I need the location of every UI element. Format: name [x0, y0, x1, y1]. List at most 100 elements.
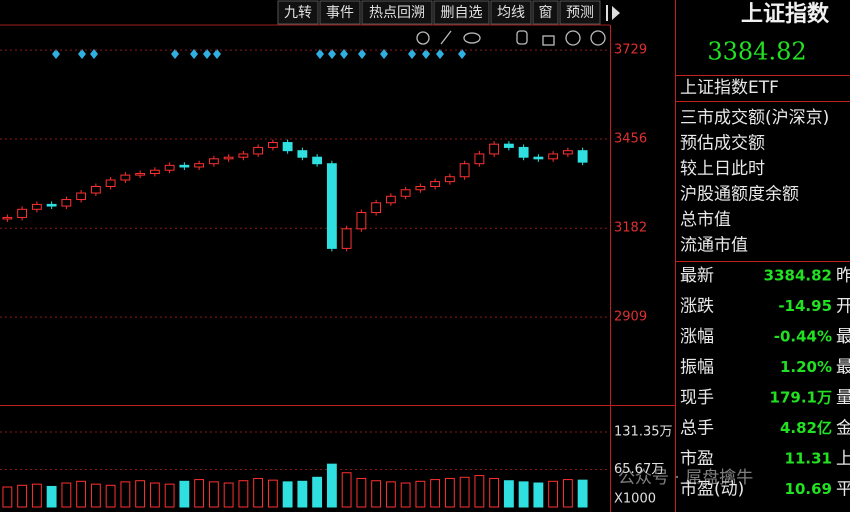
candle — [105, 179, 116, 188]
y-tick-label: 131.35万 — [614, 424, 673, 439]
gear-icon[interactable] — [416, 31, 430, 45]
quote-label: 现手 — [680, 388, 714, 408]
candle — [2, 216, 13, 220]
zoom-out-icon[interactable] — [590, 30, 606, 46]
event-markers — [52, 49, 466, 59]
toolbar-button[interactable] — [361, 0, 433, 25]
toolbar-button[interactable] — [319, 0, 361, 25]
volume-bar — [164, 483, 175, 508]
volume-bar — [46, 485, 57, 508]
toolbar-button[interactable] — [433, 0, 490, 25]
volume-bar — [61, 482, 72, 508]
volume-bar — [533, 482, 544, 508]
volume-unit: X1000 — [614, 492, 656, 507]
volume-bar — [76, 480, 87, 508]
expand-icon[interactable] — [606, 5, 620, 21]
toolbar-button-label: 均线 — [497, 5, 525, 21]
pencil-icon[interactable] — [440, 30, 452, 45]
zoom-in-icon[interactable] — [565, 30, 581, 46]
candle — [474, 153, 485, 165]
candle — [46, 203, 57, 207]
candle — [164, 164, 175, 171]
volume-bar — [385, 481, 396, 508]
toolbar-button-label: 预测 — [566, 5, 594, 21]
candle — [326, 163, 337, 249]
info-item[interactable]: 三市成交额(沪深京) — [680, 108, 829, 128]
candle — [208, 158, 219, 165]
volume-bar — [503, 480, 514, 508]
candle — [253, 146, 264, 155]
candle — [76, 192, 87, 201]
volume-bar — [253, 477, 264, 508]
volume-bar — [17, 484, 28, 508]
candle — [179, 164, 190, 168]
price-chart: 3729 3456 3182 2909 131.35万 65.67万 X1000 — [0, 43, 673, 508]
lock-icon[interactable] — [542, 35, 555, 46]
quote-label: 最新 — [680, 266, 714, 286]
toolbar-button[interactable] — [490, 0, 532, 25]
y-tick-label: 3182 — [614, 221, 647, 236]
volume-bar — [326, 463, 337, 508]
volume-bar — [474, 475, 485, 508]
candle — [400, 189, 411, 197]
quote-value: -0.44% — [774, 328, 832, 346]
volume-bar — [238, 480, 249, 508]
candle — [149, 169, 160, 174]
volume-bar — [31, 483, 42, 508]
y-tick-label: 3729 — [614, 43, 647, 58]
etf-label[interactable]: 上证指数ETF — [680, 78, 779, 98]
volume-bar — [518, 481, 529, 508]
quote-tail: 最 — [836, 327, 850, 347]
info-item[interactable]: 预估成交额 — [680, 134, 765, 154]
info-item[interactable]: 沪股通额度余额 — [680, 185, 799, 205]
candle — [459, 163, 470, 178]
candle — [194, 163, 205, 168]
candle — [356, 212, 367, 230]
volume-bar — [430, 479, 441, 508]
volume-bar — [135, 480, 146, 508]
volume-bar — [208, 481, 219, 508]
panel-title: 上证指数 — [741, 1, 830, 27]
quote-label: 涨跌 — [680, 297, 714, 317]
info-item[interactable]: 较上日此时 — [680, 159, 765, 179]
volume-bar — [459, 476, 470, 508]
volume-bar — [341, 472, 352, 508]
toolbar-button[interactable] — [532, 0, 559, 25]
toolbar-button[interactable] — [559, 0, 601, 25]
eye-icon[interactable] — [463, 32, 481, 44]
quote-label: 涨幅 — [680, 327, 714, 347]
quote-value: 4.82亿 — [780, 419, 832, 437]
volume-bar — [194, 479, 205, 508]
quote-value: 1.20% — [780, 358, 832, 376]
toolbar-button-label: 热点回溯 — [369, 5, 425, 21]
candle — [61, 199, 72, 207]
toolbar-button[interactable] — [277, 0, 319, 25]
info-item[interactable]: 流通市值 — [680, 236, 748, 256]
volume-bar — [577, 479, 588, 508]
hand-icon[interactable] — [516, 30, 528, 45]
quote-tail: 量 — [836, 388, 850, 408]
candle — [120, 174, 131, 181]
volume-bar — [179, 480, 190, 508]
toolbar-button-label: 事件 — [326, 5, 354, 21]
volume-bar — [562, 479, 573, 508]
event-diamond[interactable] — [52, 49, 466, 59]
quote-label: 市盈 — [680, 449, 714, 469]
candle — [223, 156, 234, 160]
candle — [31, 203, 42, 210]
candle — [371, 202, 382, 214]
quote-value: 3384.82 — [764, 267, 832, 285]
quote-tail: 金 — [836, 419, 850, 439]
volume-bar — [223, 482, 234, 508]
info-item[interactable]: 总市值 — [680, 210, 731, 230]
candle — [430, 181, 441, 188]
y-tick-label: 3456 — [614, 131, 647, 146]
volume-bar — [282, 481, 293, 508]
candle — [90, 186, 101, 194]
volume-bar — [371, 480, 382, 508]
candle — [282, 142, 293, 152]
quote-label: 总手 — [680, 419, 714, 439]
y-tick-label: 2909 — [614, 310, 647, 325]
candle — [312, 156, 323, 165]
